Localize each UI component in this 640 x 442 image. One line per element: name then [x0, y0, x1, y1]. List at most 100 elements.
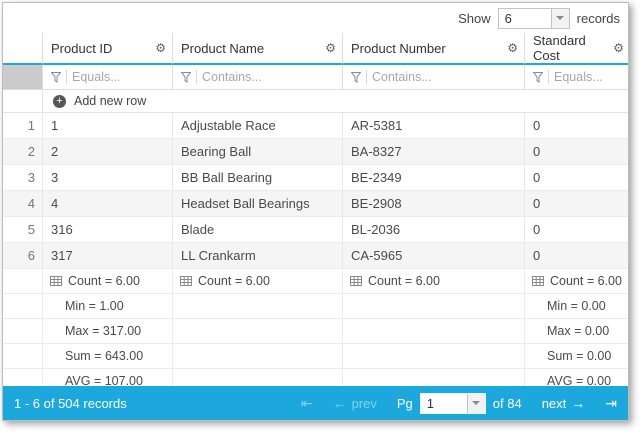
aggregate-cell	[343, 319, 525, 344]
aggregate-cell: AVG = 107.00	[43, 369, 173, 386]
cell-product-number[interactable]: BE-2908	[343, 191, 525, 217]
aggregate-cell: Max = 317.00	[43, 319, 173, 344]
cell-standard-cost[interactable]: 0	[525, 217, 628, 243]
prev-arrow-icon: ←	[332, 395, 347, 411]
cell-product-number[interactable]: AR-5381	[343, 113, 525, 139]
aggregate-cell: Sum = 0.00	[525, 344, 628, 369]
aggregate-cell	[343, 369, 525, 386]
cell-standard-cost[interactable]: 0	[525, 113, 628, 139]
filter-input-standard-cost[interactable]	[554, 70, 628, 84]
cell-standard-cost[interactable]: 0	[525, 165, 628, 191]
cell-product-id[interactable]: 2	[43, 139, 173, 165]
page-size-value[interactable]: 6	[504, 10, 512, 26]
aggregate-value: Count = 6.00	[368, 274, 440, 288]
filter-input-product-number[interactable]	[372, 70, 523, 84]
first-page-icon[interactable]: ⇤	[300, 395, 313, 411]
row-number: 4	[3, 191, 43, 217]
filter-cell-product-name	[173, 65, 343, 90]
cell-product-name[interactable]: BB Ball Bearing	[173, 165, 343, 191]
cell-product-number[interactable]: CA-5965	[343, 243, 525, 269]
cell-product-name[interactable]: Adjustable Race	[173, 113, 343, 139]
row-number-cell	[3, 90, 43, 113]
cell-standard-cost[interactable]: 0	[525, 243, 628, 269]
cell-standard-cost[interactable]: 0	[525, 191, 628, 217]
page-size-select[interactable]: 6	[497, 7, 570, 29]
column-menu-gear-icon[interactable]: ⚙	[507, 41, 518, 55]
chevron-down-icon	[472, 401, 481, 405]
aggregate-value: Count = 6.00	[550, 274, 622, 288]
table-row[interactable]: 3 3 BB Ball Bearing BE-2349 0	[3, 165, 628, 191]
header-row: Product ID ⚙ Product Name ⚙ Product Numb…	[3, 33, 628, 65]
aggregate-cell	[343, 344, 525, 369]
filter-funnel-icon[interactable]	[181, 71, 191, 83]
filter-funnel-icon[interactable]	[51, 71, 61, 83]
grid-body: Product ID ⚙ Product Name ⚙ Product Numb…	[3, 33, 628, 386]
pager-status: 1 - 6 of 504 records	[14, 395, 127, 411]
row-number-header	[3, 33, 43, 65]
cell-product-id[interactable]: 4	[43, 191, 173, 217]
column-menu-gear-icon[interactable]: ⚙	[155, 41, 166, 55]
add-new-row: + Add new row	[3, 90, 628, 113]
table-row[interactable]: 2 2 Bearing Ball BA-8327 0	[3, 139, 628, 165]
records-label: records	[576, 10, 620, 26]
filter-input-product-name[interactable]	[202, 70, 341, 84]
next-page-button[interactable]: next →	[542, 396, 586, 411]
prev-page-button[interactable]: ← prev	[333, 396, 377, 411]
column-header-product-name[interactable]: Product Name ⚙	[173, 33, 343, 65]
aggregate-cell: Min = 0.00	[525, 294, 628, 319]
cell-product-id[interactable]: 3	[43, 165, 173, 191]
filter-input-product-id[interactable]	[72, 70, 171, 84]
add-new-row-button[interactable]: + Add new row	[44, 94, 628, 108]
next-label: next	[541, 395, 567, 411]
page-number-select[interactable]	[419, 392, 486, 414]
filter-cell-product-id	[43, 65, 173, 90]
filter-divider	[366, 70, 367, 84]
column-menu-gear-icon[interactable]: ⚙	[325, 41, 336, 55]
cell-product-number[interactable]: BE-2349	[343, 165, 525, 191]
cell-product-name[interactable]: Bearing Ball	[173, 139, 343, 165]
row-number-cell	[3, 344, 43, 369]
page-number-group: Pg of 84	[396, 392, 522, 414]
aggregate-cell	[173, 294, 343, 319]
filter-row	[3, 65, 628, 90]
cell-standard-cost[interactable]: 0	[525, 139, 628, 165]
filter-corner-cell	[3, 65, 43, 90]
filter-divider	[196, 70, 197, 84]
aggregate-value: Count = 6.00	[68, 274, 140, 288]
column-header-product-number[interactable]: Product Number ⚙	[343, 33, 525, 65]
filter-funnel-icon[interactable]	[351, 71, 361, 83]
row-number-cell	[3, 294, 43, 319]
page-size-dropdown-button[interactable]	[550, 8, 569, 28]
aggregate-row-count: Count = 6.00 Count = 6.00 Count = 6.00	[3, 269, 628, 294]
table-row[interactable]: 1 1 Adjustable Race AR-5381 0	[3, 113, 628, 139]
page-number-dropdown-button[interactable]	[466, 393, 485, 413]
page-number-input[interactable]	[420, 393, 467, 413]
cell-product-name[interactable]: LL Crankarm	[173, 243, 343, 269]
column-header-standard-cost[interactable]: Standard Cost ⚙	[525, 33, 628, 65]
table-row[interactable]: 6 317 LL Crankarm CA-5965 0	[3, 243, 628, 269]
page-count-label: of 84	[492, 395, 522, 411]
cell-product-id[interactable]: 1	[43, 113, 173, 139]
cell-product-id[interactable]: 316	[43, 217, 173, 243]
aggregate-cell	[173, 319, 343, 344]
aggregate-cell: Count = 6.00	[343, 269, 525, 294]
last-page-icon[interactable]: ⇥	[605, 395, 617, 411]
table-row[interactable]: 5 316 Blade BL-2036 0	[3, 217, 628, 243]
filter-funnel-icon[interactable]	[533, 71, 543, 83]
column-menu-gear-icon[interactable]: ⚙	[613, 41, 624, 55]
cell-product-number[interactable]: BA-8327	[343, 139, 525, 165]
aggregate-cell: Max = 0.00	[525, 319, 628, 344]
aggregate-cell: Min = 1.00	[43, 294, 173, 319]
aggregate-row-min: Min = 1.00 Min = 0.00	[3, 294, 628, 319]
table-row[interactable]: 4 4 Headset Ball Bearings BE-2908 0	[3, 191, 628, 217]
column-header-product-id[interactable]: Product ID ⚙	[43, 33, 173, 65]
column-label: Standard Cost	[533, 33, 586, 63]
plus-circle-icon: +	[53, 94, 66, 108]
aggregate-grid-icon	[532, 276, 544, 286]
cell-product-name[interactable]: Blade	[173, 217, 343, 243]
page-label: Pg	[396, 395, 413, 411]
cell-product-name[interactable]: Headset Ball Bearings	[173, 191, 343, 217]
cell-product-id[interactable]: 317	[43, 243, 173, 269]
filter-divider	[548, 70, 549, 84]
cell-product-number[interactable]: BL-2036	[343, 217, 525, 243]
